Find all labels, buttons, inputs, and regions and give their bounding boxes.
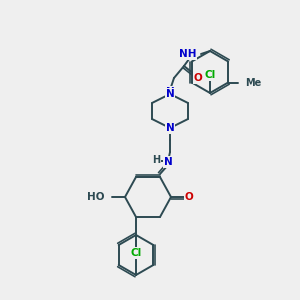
- Text: NH: NH: [178, 49, 196, 59]
- Text: N: N: [164, 157, 172, 167]
- Text: H: H: [152, 155, 160, 165]
- Text: N: N: [166, 87, 174, 97]
- Text: O: O: [184, 192, 194, 202]
- Text: Me: Me: [245, 77, 261, 88]
- Text: N: N: [166, 123, 174, 133]
- Text: N: N: [166, 89, 174, 99]
- Text: Cl: Cl: [204, 70, 216, 80]
- Text: Cl: Cl: [130, 248, 142, 258]
- Text: HO: HO: [86, 192, 104, 202]
- Text: O: O: [194, 73, 202, 83]
